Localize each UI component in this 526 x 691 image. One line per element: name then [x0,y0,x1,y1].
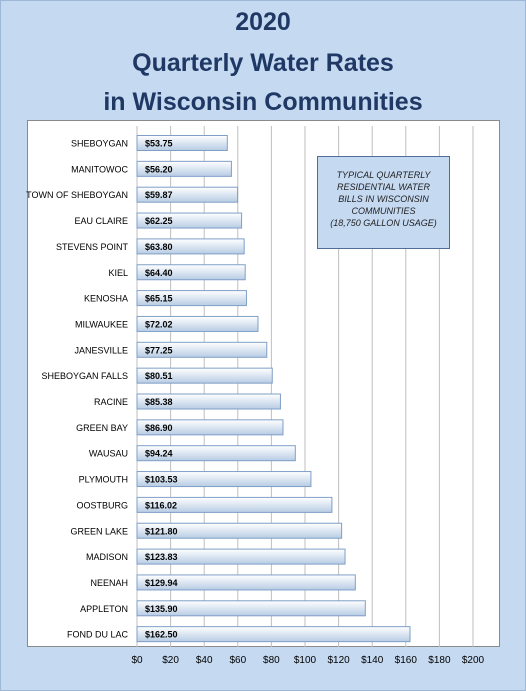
value-label: $62.25 [145,216,173,226]
bar [136,574,356,591]
chart-title-year: 2020 [235,8,291,36]
bar [136,367,273,384]
x-tick-label: $120 [327,655,350,666]
value-label: $63.80 [145,242,173,252]
category-label: STEVENS POINT [56,242,129,252]
annotation-line: BILLS IN WISCONSIN [338,194,429,204]
value-label: $129.94 [145,578,178,588]
category-label: MANITOWOC [71,164,128,174]
category-label: SHEBOYGAN [71,139,128,149]
annotation-line: RESIDENTIAL WATER [336,182,431,192]
bar [136,626,411,643]
value-label: $64.40 [145,268,173,278]
bar [136,393,281,410]
category-label: KIEL [108,268,128,278]
category-label: MADISON [86,552,128,562]
bars [136,135,411,643]
category-label: SHEBOYGAN FALLS [41,371,128,381]
bar [136,600,366,617]
bar [136,264,246,281]
bar [136,315,259,332]
x-tick-label: $80 [263,655,280,666]
category-label: NEENAH [90,578,128,588]
x-tick-label: $0 [131,655,143,666]
x-tick-label: $200 [462,655,485,666]
value-label: $103.53 [145,475,178,485]
value-label: $86.90 [145,423,173,433]
x-tick-label: $180 [428,655,451,666]
chart-title-sub: in Wisconsin Communities [103,88,423,116]
bar [136,186,239,203]
bar [136,135,228,151]
category-label: KENOSHA [84,294,128,304]
bar [136,496,333,513]
category-label: MILWAUKEE [75,319,128,329]
value-label: $123.83 [145,552,178,562]
value-label: $85.38 [145,397,173,407]
bar [136,445,296,462]
value-label: $59.87 [145,190,173,200]
value-label: $116.02 [145,500,177,510]
annotation-line: TYPICAL QUARTERLY [336,170,431,180]
x-tick-label: $40 [196,655,213,666]
x-tick-label: $100 [294,655,317,666]
value-label: $65.15 [145,294,173,304]
category-label: PLYMOUTH [79,475,128,485]
value-label: $94.24 [145,449,173,459]
bar [136,548,346,565]
annotation-line: COMMUNITIES [351,206,416,216]
bar [136,238,245,255]
bar [136,419,284,436]
value-label: $53.75 [145,139,173,149]
x-tick-label: $20 [162,655,179,666]
value-label: $77.25 [145,345,173,355]
bar [136,160,232,177]
value-label: $135.90 [145,604,178,614]
x-tick-label: $160 [395,655,418,666]
category-label: RACINE [94,397,128,407]
category-label: FOND DU LAC [67,630,129,640]
bar [136,471,312,488]
bar [136,212,243,229]
value-label: $56.20 [145,164,173,174]
category-label: TOWN OF SHEBOYGAN [26,190,128,200]
value-label: $72.02 [145,319,173,329]
x-tick-label: $60 [229,655,246,666]
category-label: APPLETON [80,604,128,614]
value-label: $121.80 [145,526,178,536]
value-label: $80.51 [145,371,173,381]
bar [136,290,247,307]
bar [136,522,343,539]
annotation-box: TYPICAL QUARTERLY RESIDENTIAL WATER BILL… [317,156,450,249]
annotation-line: (18,750 GALLON USAGE) [330,218,437,228]
category-label: WAUSAU [89,449,128,459]
category-label: JANESVILLE [74,345,128,355]
labels: $0 $20 $40 $60 $80 $100 $120 $140 $160 $180 $200 SH… [26,139,484,667]
category-label: GREEN LAKE [70,526,128,536]
value-label: $162.50 [145,630,178,640]
chart-title-main: Quarterly Water Rates [132,49,394,77]
x-tick-label: $140 [361,655,384,666]
category-label: EAU CLAIRE [74,216,128,226]
bar [136,341,268,358]
category-label: GREEN BAY [76,423,128,433]
category-label: OOSTBURG [76,500,128,510]
